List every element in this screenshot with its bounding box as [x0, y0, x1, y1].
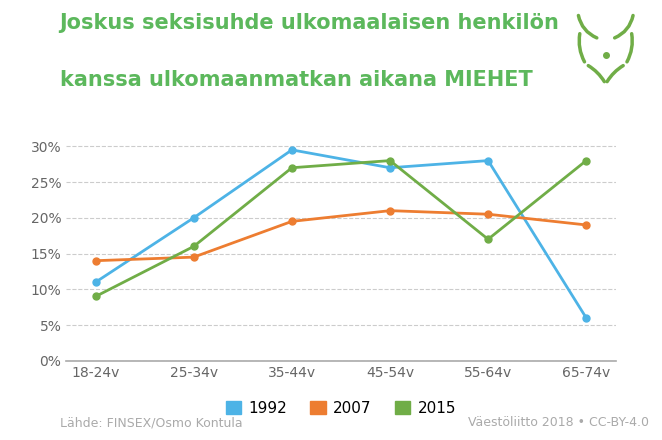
1992: [484, 158, 492, 163]
Text: Väestöliitto 2018 • CC-BY-4.0: Väestöliitto 2018 • CC-BY-4.0: [468, 416, 649, 429]
2015: [583, 158, 591, 163]
2015: [91, 294, 99, 299]
2007: [583, 222, 591, 227]
1992: [91, 279, 99, 285]
Text: kanssa ulkomaanmatkan aikana MIEHET: kanssa ulkomaanmatkan aikana MIEHET: [60, 70, 532, 90]
2007: [190, 254, 198, 260]
2007: [484, 212, 492, 217]
2015: [386, 158, 394, 163]
1992: [288, 147, 296, 153]
1992: [583, 315, 591, 320]
2007: [91, 258, 99, 263]
2015: [484, 237, 492, 242]
1992: [386, 165, 394, 170]
2015: [288, 165, 296, 170]
Legend: 1992, 2007, 2015: 1992, 2007, 2015: [220, 395, 462, 422]
Line: 1992: 1992: [92, 147, 590, 321]
2015: [190, 244, 198, 249]
Line: 2007: 2007: [92, 207, 590, 264]
Line: 2015: 2015: [92, 157, 590, 300]
2007: [386, 208, 394, 213]
Text: Joskus seksisuhde ulkomaalaisen henkilön: Joskus seksisuhde ulkomaalaisen henkilön: [60, 13, 559, 33]
1992: [190, 215, 198, 220]
2007: [288, 219, 296, 224]
Text: Lähde: FINSEX/Osmo Kontula: Lähde: FINSEX/Osmo Kontula: [60, 416, 242, 429]
